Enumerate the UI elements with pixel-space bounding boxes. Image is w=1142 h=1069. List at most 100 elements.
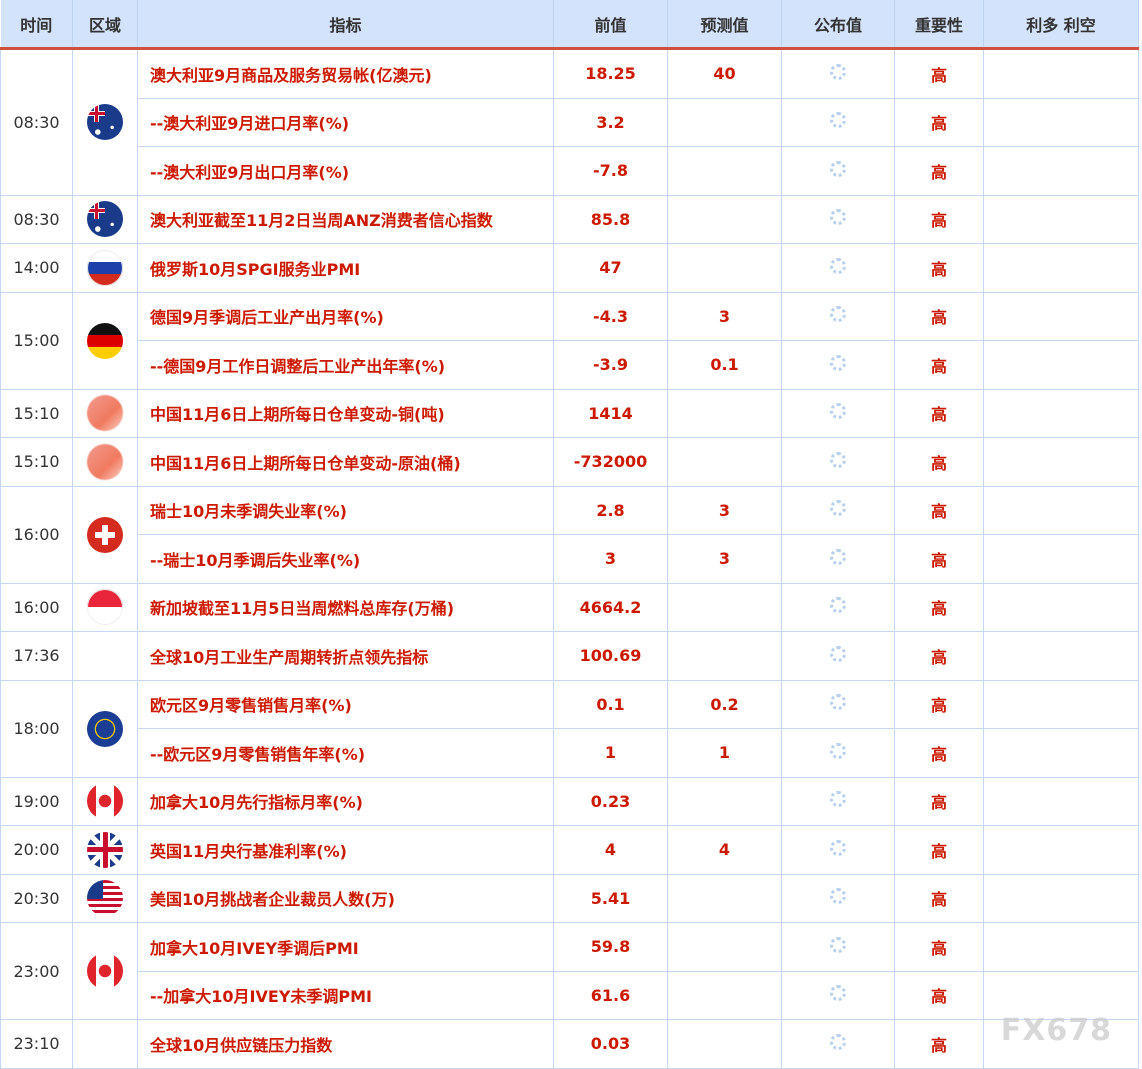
previous-value: 3 xyxy=(553,534,668,584)
loading-spinner-icon xyxy=(830,160,846,177)
importance-badge: 高 xyxy=(894,48,984,99)
actual-value xyxy=(781,146,895,196)
header-indicator: 指标 xyxy=(137,0,554,50)
indicator-link[interactable]: --澳大利亚9月出口月率(%) xyxy=(137,146,554,196)
actual-value xyxy=(781,582,895,632)
region-cell xyxy=(72,291,138,390)
table-row[interactable]: 15:10 中国11月6日上期所每日仓单变动-铜(吨) 1414 高 xyxy=(0,388,1139,438)
indicator-link[interactable]: 加拿大10月IVEY季调后PMI xyxy=(137,922,554,972)
indicator-link[interactable]: 俄罗斯10月SPGI服务业PMI xyxy=(137,243,554,293)
table-row[interactable]: 20:30 美国10月挑战者企业裁员人数(万) 5.41 高 xyxy=(0,873,1139,923)
impact-cell xyxy=(983,485,1139,535)
region-cell xyxy=(72,388,138,438)
previous-value: 61.6 xyxy=(553,970,668,1020)
previous-value: -4.3 xyxy=(553,291,668,341)
table-row[interactable]: 23:10 全球10月供应链压力指数 0.03 高 xyxy=(0,1019,1139,1069)
loading-spinner-icon xyxy=(830,209,846,226)
impact-cell xyxy=(983,631,1139,681)
loading-spinner-icon xyxy=(830,936,846,953)
time-cell: 23:10 xyxy=(0,1019,73,1069)
table-row[interactable]: 17:36 全球10月工业生产周期转折点领先指标 100.69 高 xyxy=(0,631,1139,681)
impact-cell xyxy=(983,243,1139,293)
table-row[interactable]: 14:00 俄罗斯10月SPGI服务业PMI 47 高 xyxy=(0,243,1139,293)
table-row[interactable]: 19:00 加拿大10月先行指标月率(%) 0.23 高 xyxy=(0,776,1139,826)
forecast-value xyxy=(667,146,782,196)
indicator-link[interactable]: 中国11月6日上期所每日仓单变动-原油(桶) xyxy=(137,437,554,487)
table-row[interactable]: 15:10 中国11月6日上期所每日仓单变动-原油(桶) -732000 高 xyxy=(0,437,1139,487)
previous-value: 100.69 xyxy=(553,631,668,681)
table-row[interactable]: 16:00 瑞士10月未季调失业率(%) 2.8 3 高 xyxy=(0,485,1139,584)
previous-value: 1 xyxy=(553,728,668,778)
indicator-link[interactable]: 欧元区9月零售销售月率(%) xyxy=(137,679,554,729)
table-row[interactable]: 15:00 德国9月季调后工业产出月率(%) -4.3 3 高 xyxy=(0,291,1139,390)
indicator-link[interactable]: 瑞士10月未季调失业率(%) xyxy=(137,485,554,535)
loading-spinner-icon xyxy=(830,403,846,420)
region-cell xyxy=(72,48,138,196)
indicator-link[interactable]: 美国10月挑战者企业裁员人数(万) xyxy=(137,873,554,923)
china-flag-icon xyxy=(87,395,123,432)
loading-spinner-icon xyxy=(830,354,846,371)
indicator-link[interactable]: --欧元区9月零售销售年率(%) xyxy=(137,728,554,778)
forecast-value xyxy=(667,873,782,923)
indicator-link[interactable]: --加拿大10月IVEY未季调PMI xyxy=(137,970,554,1020)
time-cell: 08:30 xyxy=(0,194,73,244)
indicator-link[interactable]: 加拿大10月先行指标月率(%) xyxy=(137,776,554,826)
germany-flag-icon xyxy=(87,322,123,359)
indicator-link[interactable]: 英国11月央行基准利率(%) xyxy=(137,825,554,875)
loading-spinner-icon xyxy=(830,63,846,80)
indicator-link[interactable]: 德国9月季调后工业产出月率(%) xyxy=(137,291,554,341)
header-importance: 重要性 xyxy=(894,0,984,50)
table-row[interactable]: 18:00 欧元区9月零售销售月率(%) 0.1 0.2 高 xyxy=(0,679,1139,778)
forecast-value: 3 xyxy=(667,485,782,535)
china-flag-icon xyxy=(87,443,123,480)
header-impact: 利多 利空 xyxy=(983,0,1139,50)
previous-value: -7.8 xyxy=(553,146,668,196)
previous-value: 0.03 xyxy=(553,1019,668,1069)
table-row[interactable]: 20:00 英国11月央行基准利率(%) 4 4 高 xyxy=(0,825,1139,875)
header-forecast: 预测值 xyxy=(667,0,782,50)
table-row[interactable]: 08:30 澳大利亚9月商品及服务贸易帐(亿澳元) 18.25 40 高 xyxy=(0,48,1139,196)
table-row[interactable]: 08:30 澳大利亚截至11月2日当周ANZ消费者信心指数 85.8 高 xyxy=(0,194,1139,244)
loading-spinner-icon xyxy=(830,1033,846,1050)
table-row[interactable]: --澳大利亚9月出口月率(%) -7.8 高 xyxy=(1,146,1139,196)
indicator-link[interactable]: 全球10月工业生产周期转折点领先指标 xyxy=(137,631,554,681)
fx678-watermark: FX678 xyxy=(1000,1013,1112,1048)
forecast-value xyxy=(667,97,782,147)
indicator-link[interactable]: --德国9月工作日调整后工业产出年率(%) xyxy=(137,340,554,390)
table-row[interactable]: 16:00 新加坡截至11月5日当周燃料总库存(万桶) 4664.2 高 xyxy=(0,582,1139,632)
region-cell xyxy=(72,437,138,487)
indicator-link[interactable]: 全球10月供应链压力指数 xyxy=(137,1019,554,1069)
indicator-link[interactable]: 新加坡截至11月5日当周燃料总库存(万桶) xyxy=(137,582,554,632)
canada-flag-icon xyxy=(87,783,123,820)
loading-spinner-icon xyxy=(830,306,846,323)
importance-badge: 高 xyxy=(894,679,984,729)
forecast-value: 40 xyxy=(667,48,782,99)
impact-cell xyxy=(983,825,1139,875)
importance-badge: 高 xyxy=(894,776,984,826)
indicator-link[interactable]: 澳大利亚截至11月2日当周ANZ消费者信心指数 xyxy=(137,194,554,244)
actual-value xyxy=(781,776,895,826)
impact-cell xyxy=(983,194,1139,244)
indicator-link[interactable]: 中国11月6日上期所每日仓单变动-铜(吨) xyxy=(137,388,554,438)
impact-cell xyxy=(983,679,1139,729)
time-cell: 19:00 xyxy=(0,776,73,826)
table-row[interactable]: --加拿大10月IVEY未季调PMI 61.6 高 xyxy=(1,970,1139,1020)
impact-cell xyxy=(983,97,1139,147)
loading-spinner-icon xyxy=(830,694,846,711)
indicator-link[interactable]: 澳大利亚9月商品及服务贸易帐(亿澳元) xyxy=(137,48,554,99)
actual-value xyxy=(781,340,895,390)
actual-value xyxy=(781,825,895,875)
region-cell xyxy=(72,922,138,1020)
actual-value xyxy=(781,291,895,341)
table-row[interactable]: --欧元区9月零售销售年率(%) 1 1 高 xyxy=(1,728,1139,778)
indicator-link[interactable]: --瑞士10月季调后失业率(%) xyxy=(137,534,554,584)
table-row[interactable]: --瑞士10月季调后失业率(%) 3 3 高 xyxy=(1,534,1139,584)
previous-value: 5.41 xyxy=(553,873,668,923)
time-cell: 17:36 xyxy=(0,631,73,681)
table-row[interactable]: 23:00 加拿大10月IVEY季调后PMI 59.8 高 xyxy=(0,922,1139,1020)
region-cell xyxy=(72,679,138,778)
table-row[interactable]: --德国9月工作日调整后工业产出年率(%) -3.9 0.1 高 xyxy=(1,340,1139,390)
impact-cell xyxy=(983,388,1139,438)
table-row[interactable]: --澳大利亚9月进口月率(%) 3.2 高 xyxy=(1,97,1139,147)
indicator-link[interactable]: --澳大利亚9月进口月率(%) xyxy=(137,97,554,147)
